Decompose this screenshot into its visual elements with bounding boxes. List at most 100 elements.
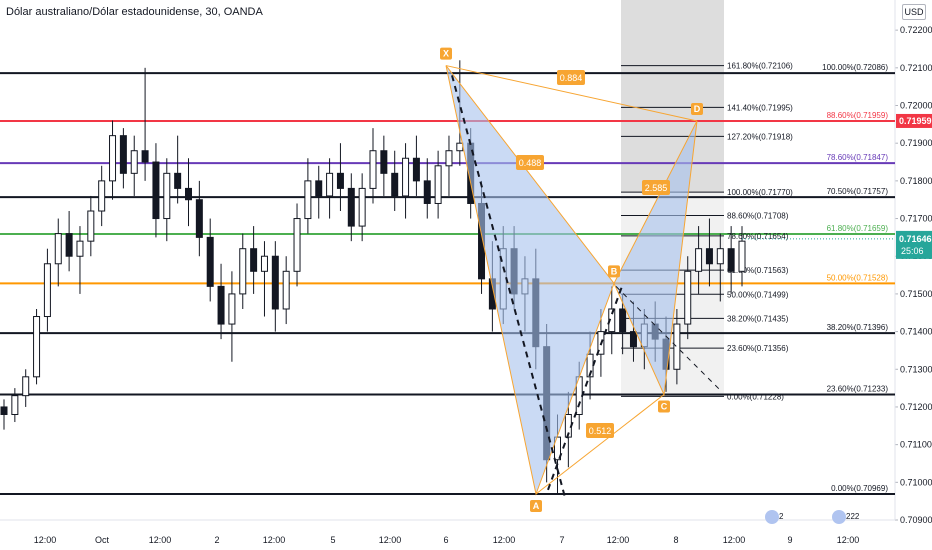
countdown-label: 25:06 [901,246,924,256]
fib-level-label: 0.00%(0.70969) [831,484,888,493]
candle-body [695,248,703,272]
candle-body [76,240,84,257]
fib-projection-label: 100.00%(0.71770) [727,188,793,197]
ratio-badge [586,423,614,438]
ratio-label: 0.488 [519,158,542,168]
last-price-tag [896,230,932,259]
candle-body [423,180,431,204]
pattern-point-badge [440,47,452,60]
fib-projection-label: 127.20%(0.71918) [727,132,793,141]
pattern-point-label: D [694,104,701,114]
fib-projection-label: 61.80%(0.71563) [727,266,789,275]
harmonic-triangle-xab [445,65,615,496]
y-tick-label: 0.70900 [900,515,932,525]
highlight-price-tag [896,113,932,128]
x-tick-label: 12:00 [493,535,516,545]
fib-level-label: 70.50%(0.71757) [827,187,889,196]
y-tick-label: 0.72000 [900,101,932,111]
fib-level-label: 50.00%(0.71528) [827,273,889,282]
y-tick-label: 0.72200 [900,25,932,35]
y-tick-label: 0.71000 [900,477,932,487]
candle-body [412,157,420,182]
candle-body [705,248,713,265]
event-count: 2 [779,512,784,522]
y-tick-label: 0.71500 [900,289,932,299]
pattern-point-label: X [443,49,449,59]
pattern-point-label: A [533,501,540,511]
x-tick-label: 12:00 [837,535,860,545]
candle-body [109,135,117,182]
candle-body [87,210,95,242]
currency-button[interactable]: USD [902,4,926,20]
y-tick-label: 0.71200 [900,402,932,412]
candle-body [11,395,19,415]
pattern-point-badge [658,400,670,413]
fib-level-label: 88.60%(0.71959) [827,111,889,120]
pattern-point-badge [608,265,620,278]
candle-body [315,180,323,197]
projection-zone-upper [621,0,724,193]
candle-body [43,263,51,318]
candle-body [98,180,106,212]
candle-body [54,233,62,265]
candle-body [141,150,149,163]
fib-level-label: 100.00%(0.72086) [822,63,888,72]
ratio-label: 2.585 [645,183,668,193]
us-flag-icon [832,510,846,524]
dashed-trend-line [451,75,566,498]
fib-projection-label: 78.60%(0.71654) [727,232,789,241]
fib-projection-label: 0.00%(0.71228) [727,392,784,401]
last-price-label: 0.71646 [899,234,932,244]
candle-body [33,316,41,378]
candle-body [380,150,388,174]
candle-body [130,150,138,174]
candle-body [619,308,627,333]
y-tick-label: 0.71700 [900,214,932,224]
event-badge-au[interactable]: 2 [765,510,783,526]
x-tick-label: Oct [95,535,110,545]
fib-level-label: 78.60%(0.71847) [827,153,889,162]
au-flag-icon [765,510,779,524]
candle-body [282,270,290,310]
harmonic-line-xd [445,65,698,122]
fib-projection-label: 50.00%(0.71499) [727,290,789,299]
event-count: 22 [850,512,860,522]
event-badge-us[interactable]: 222 [832,510,859,526]
x-tick-label: 12:00 [379,535,402,545]
y-tick-label: 0.71400 [900,327,932,337]
harmonic-triangle-bcd [613,120,698,397]
event-count: 2 [846,512,851,522]
candle-body [727,248,735,272]
x-tick-label: 8 [673,535,678,545]
candle-body [239,248,247,295]
candle-body [673,323,681,370]
candle-body [250,248,258,272]
candle-body [445,150,453,167]
pattern-point-badge [530,500,542,512]
candle-body [456,142,464,152]
candle-body [369,150,377,189]
candle-body [684,270,692,325]
candle-body [434,165,442,204]
candle-body [152,161,160,220]
candle-body [174,172,182,189]
candle-body [185,187,192,201]
candle-body [347,187,355,227]
y-tick-label: 0.71300 [900,364,932,374]
y-tick-label: 0.71800 [900,176,932,186]
candle-body [629,331,637,348]
x-tick-label: 6 [443,535,448,545]
candle-body [195,199,203,238]
harmonic-line-ac [535,394,665,495]
fib-level-label: 23.60%(0.71233) [827,385,889,394]
x-tick-label: 12:00 [263,535,286,545]
fib-projection-label: 161.80%(0.72106) [727,62,793,71]
fib-projection-label: 141.40%(0.71995) [727,103,793,112]
ratio-badge [516,155,544,170]
dashed-trend-line [547,286,623,491]
candle-body [293,218,301,272]
candle-body [119,135,127,174]
pattern-point-label: C [661,402,668,412]
candle-body [716,248,724,265]
